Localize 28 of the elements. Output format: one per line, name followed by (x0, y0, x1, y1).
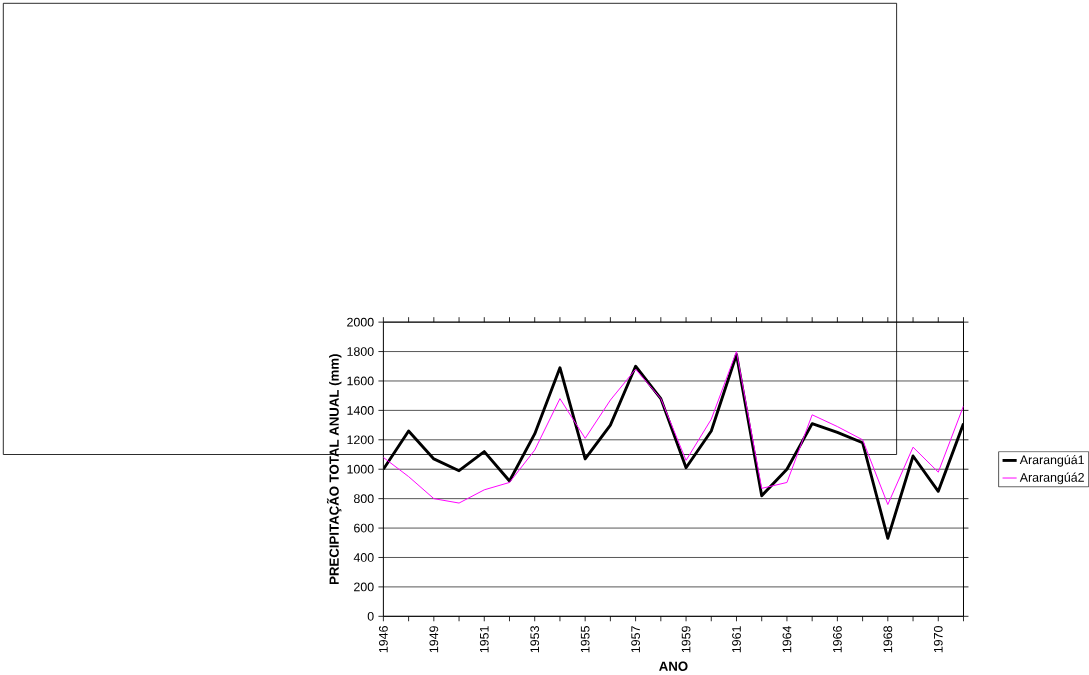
line-series (383, 351, 964, 505)
y-tick-label: 1600 (347, 376, 374, 386)
y-tick-label: 600 (354, 523, 374, 533)
x-tick-label: 1959 (681, 626, 691, 653)
x-tick-label: 1970 (933, 626, 943, 653)
x-tick-label: 1957 (631, 626, 640, 653)
legend-label: Ararangúá2 (1019, 472, 1084, 485)
y-tick-label: 1000 (347, 464, 374, 474)
y-tick-label: 0 (367, 611, 374, 621)
x-tick-label: 1949 (429, 626, 439, 653)
x-tick-label: 1968 (883, 626, 893, 653)
y-tick-label: 800 (353, 494, 374, 503)
y-tick-label: 200 (354, 582, 374, 592)
y-tick-label: 400 (353, 553, 374, 562)
x-tick-label: 1955 (580, 626, 590, 653)
y-tick-label: 2000 (347, 317, 374, 327)
x-axis-title: ANO (659, 661, 688, 671)
y-tick-label: 1400 (347, 405, 374, 415)
y-tick-label: 1800 (347, 347, 374, 356)
x-tick-label: 1964 (782, 625, 792, 653)
x-tick-label: 1951 (479, 626, 489, 653)
x-tick-label: 1946 (378, 626, 388, 653)
legend-label: Ararangúá1 (1019, 454, 1084, 467)
x-tick-label: 1966 (832, 626, 842, 653)
x-tick-label: 1953 (530, 626, 540, 653)
y-axis-title: PRECIPITAÇÃO TOTAL ANUAL (mm) (326, 354, 342, 584)
y-tick-label: 1200 (347, 435, 374, 445)
x-tick-label: 1961 (732, 626, 741, 653)
